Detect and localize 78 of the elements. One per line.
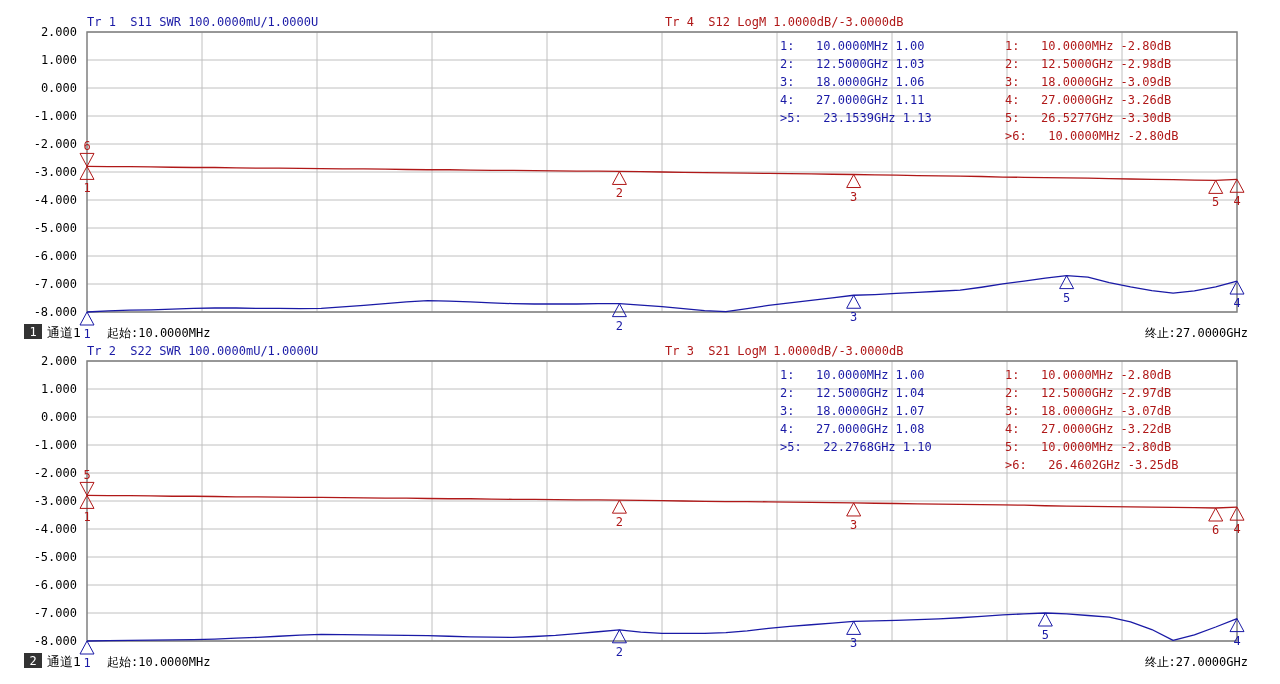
text: Tr 2 S22 SWR 100.0000mU/1.0000U <box>87 344 319 358</box>
annotation: 2: 12.5000GHz -2.97dB <box>1005 386 1172 400</box>
annotation: 4 <box>1233 194 1241 209</box>
annotation: 5 <box>1063 290 1071 305</box>
annotation: 3: 18.0000GHz -3.09dB <box>1005 75 1172 89</box>
y-tick-label: -5.000 <box>33 550 77 564</box>
annotation: 3: 18.0000GHz -3.07dB <box>1005 404 1172 418</box>
annotation: 4: 27.0000GHz 1.11 <box>780 93 925 107</box>
annotation: 2: 12.5000GHz 1.04 <box>780 386 925 400</box>
text: 起始:10.0000MHz <box>107 655 211 669</box>
annotation: 1: 10.0000MHz -2.80dB <box>1005 368 1172 382</box>
text: 终止:27.0000GHz <box>1144 326 1248 340</box>
annotation: 2 <box>615 186 624 201</box>
annotation: 4: 27.0000GHz -3.26dB <box>1005 93 1172 107</box>
annotation: 3: 18.0000GHz 1.06 <box>780 75 925 89</box>
text: 2 <box>29 654 37 668</box>
annotation: 5 <box>1041 628 1049 642</box>
y-tick-label: 1.000 <box>40 382 77 396</box>
annotation: 6 <box>1212 523 1220 537</box>
y-tick-label: -6.000 <box>33 578 77 592</box>
annotation: 2 <box>615 515 624 530</box>
text: Tr 3 S21 LogM 1.0000dB/-3.0000dB <box>665 344 904 358</box>
annotation: >6: 10.0000MHz -2.80dB <box>1005 129 1179 143</box>
annotation: 4 <box>1233 633 1241 648</box>
y-tick-label: -2.000 <box>33 137 77 151</box>
y-tick-label: 2.000 <box>40 25 77 39</box>
y-tick-label: -8.000 <box>33 634 77 648</box>
text: 通道1 <box>47 325 81 340</box>
y-tick-label: 2.000 <box>40 354 77 368</box>
annotation: 1 <box>83 510 91 525</box>
y-tick-label: -1.000 <box>33 109 77 123</box>
annotation: 1 <box>83 656 91 670</box>
text: Tr 1 S11 SWR 100.0000mU/1.0000U <box>87 15 319 29</box>
y-tick-label: -5.000 <box>33 221 77 235</box>
annotation: 2 <box>615 318 624 333</box>
y-tick-label: 0.000 <box>40 81 77 95</box>
annotation: 3 <box>850 189 858 204</box>
annotation: 5: 26.5277GHz -3.30dB <box>1005 111 1172 125</box>
annotation: 3 <box>850 310 858 325</box>
text: Tr 4 S12 LogM 1.0000dB/-3.0000dB <box>665 15 904 29</box>
y-tick-label: -2.000 <box>33 466 77 480</box>
annotation: 1: 10.0000MHz 1.00 <box>780 368 925 382</box>
y-tick-label: -7.000 <box>33 606 77 620</box>
annotation: 6 <box>83 139 91 154</box>
y-tick-label: -4.000 <box>33 193 77 207</box>
y-tick-label: -4.000 <box>33 522 77 536</box>
y-tick-label: 0.000 <box>40 410 77 424</box>
annotation: 3: 18.0000GHz 1.07 <box>780 404 925 418</box>
text: 通道1 <box>47 654 81 669</box>
annotation: >5: 23.1539GHz 1.13 <box>780 111 932 125</box>
annotation: 1: 10.0000MHz 1.00 <box>780 39 925 53</box>
annotation: 3 <box>850 636 858 651</box>
annotation: 1 <box>83 327 91 341</box>
annotation: >5: 22.2768GHz 1.10 <box>780 440 932 454</box>
annotation: 5 <box>1212 195 1220 210</box>
annotation: 1: 10.0000MHz -2.80dB <box>1005 39 1172 53</box>
y-tick-label: -6.000 <box>33 249 77 263</box>
y-tick-label: 1.000 <box>40 53 77 67</box>
annotation: 2: 12.5000GHz -2.98dB <box>1005 57 1172 71</box>
y-tick-label: -8.000 <box>33 305 77 319</box>
y-tick-label: -1.000 <box>33 438 77 452</box>
annotation: 4: 27.0000GHz 1.08 <box>780 422 925 436</box>
y-tick-label: -7.000 <box>33 277 77 291</box>
annotation: 4: 27.0000GHz -3.22dB <box>1005 422 1172 436</box>
annotation: 3 <box>850 517 858 532</box>
annotation: 4 <box>1233 296 1241 311</box>
text: 1 <box>29 325 37 339</box>
annotation: >6: 26.4602GHz -3.25dB <box>1005 458 1179 472</box>
annotation: 5: 10.0000MHz -2.80dB <box>1005 440 1172 454</box>
annotation: 2: 12.5000GHz 1.03 <box>780 57 925 71</box>
text: 终止:27.0000GHz <box>1144 655 1248 669</box>
y-tick-label: -3.000 <box>33 165 77 179</box>
annotation: 5 <box>83 468 91 483</box>
annotation: 4 <box>1233 522 1241 537</box>
annotation: 2 <box>615 644 624 659</box>
annotation: 1 <box>83 181 91 196</box>
y-tick-label: -3.000 <box>33 494 77 508</box>
text: 起始:10.0000MHz <box>107 326 211 340</box>
